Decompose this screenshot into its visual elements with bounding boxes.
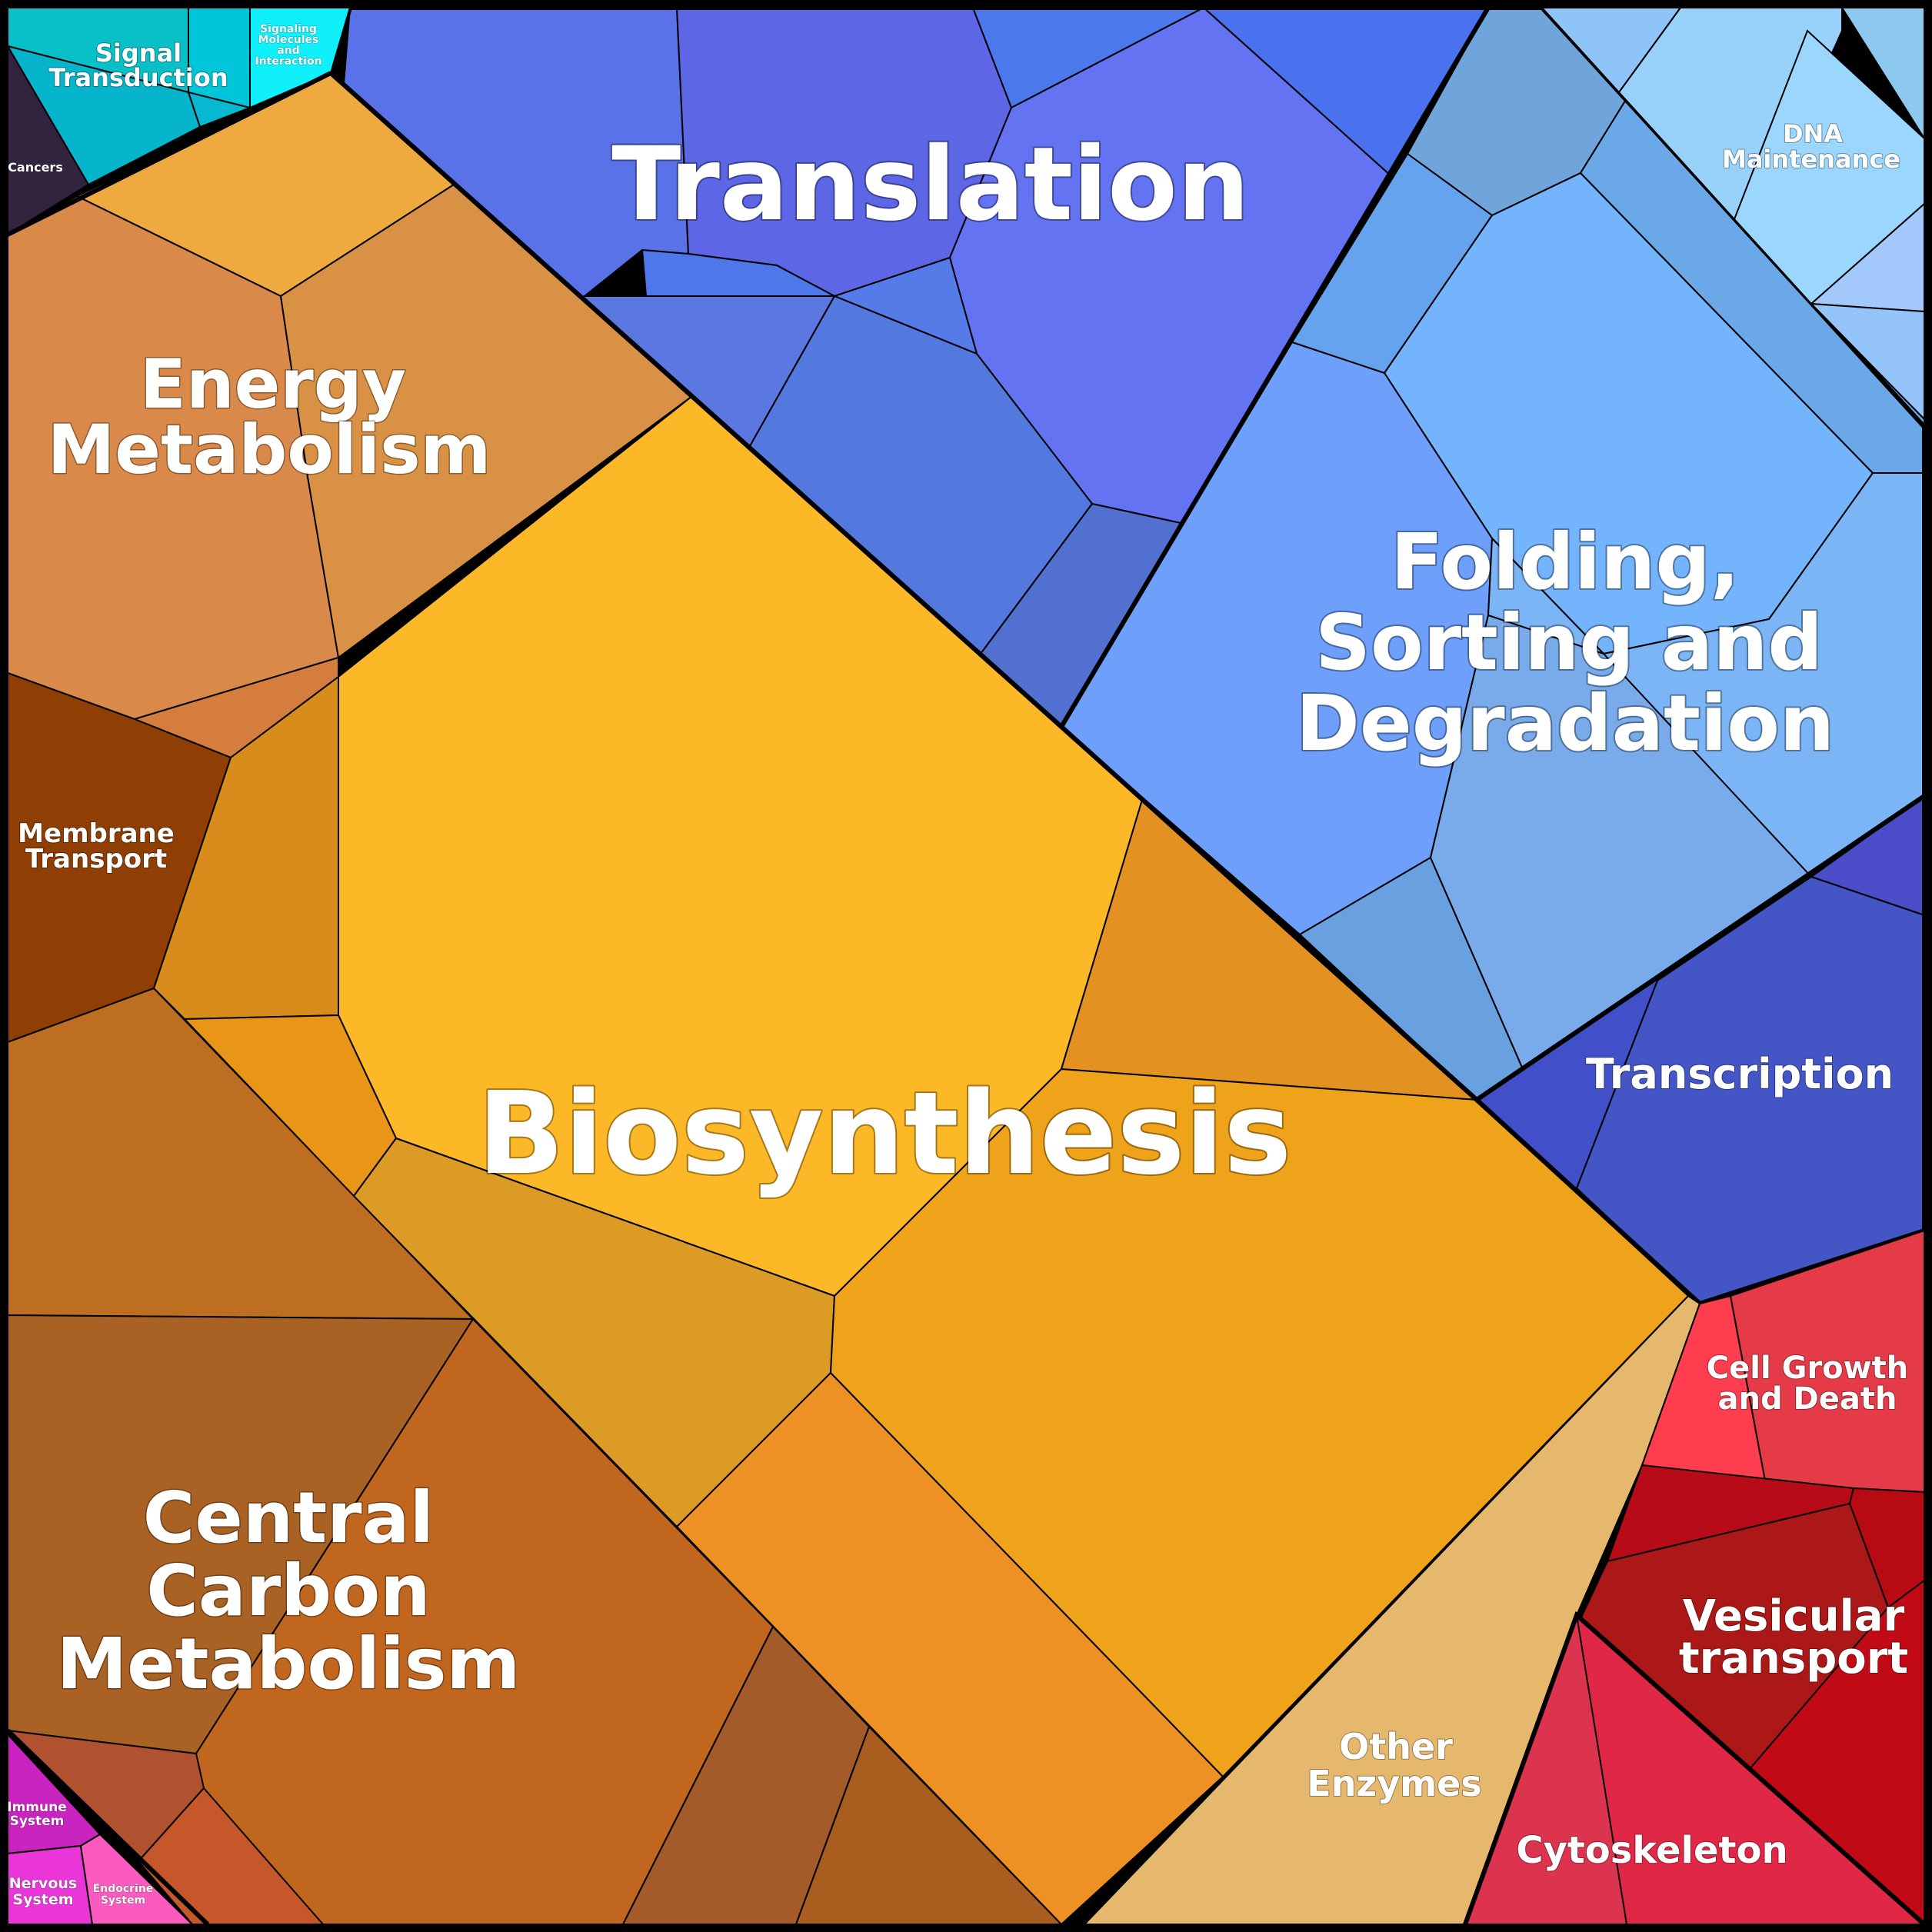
label-nervous-line2: System [12,1891,73,1908]
labels: Translation Biosynthesis Folding, Sortin… [7,23,1909,1909]
region-dna-maintenance[interactable] [1540,7,1925,421]
label-central-carbon-line2: Carbon [146,1550,431,1632]
cytoskeleton-outline [1463,1611,1926,1927]
label-vesicular-line1: Vesicular [1683,1591,1905,1641]
label-other-enzymes-line1: Other [1339,1726,1453,1767]
region-signal-transduction[interactable] [5,7,351,236]
label-signaling-molecules-line3: and [277,45,299,57]
label-other-enzymes-line2: Enzymes [1307,1763,1481,1804]
label-membrane-line1: Membrane [18,818,175,849]
label-cell-growth-line1: Cell Growth [1707,1351,1908,1386]
label-cancers: Cancers [8,160,63,175]
region-energy[interactable] [7,72,694,759]
cell [279,183,694,659]
label-cell-growth-line2: and Death [1718,1381,1897,1417]
label-translation: Translation [611,125,1250,244]
label-transcription: Transcription [1586,1050,1894,1098]
label-nervous-line1: Nervous [9,1875,77,1892]
label-biosynthesis: Biosynthesis [478,1068,1292,1200]
label-energy-line2: Metabolism [48,410,491,489]
label-immune-line1: Immune [7,1800,67,1815]
label-dna-line1: DNA [1783,119,1843,148]
region-vesicular[interactable] [1579,1464,1925,1927]
label-cytoskeleton: Cytoskeleton [1516,1829,1787,1872]
label-immune-line2: System [10,1814,65,1829]
label-folding-line1: Folding, [1391,517,1740,607]
label-energy-line1: Energy [140,345,406,424]
label-signaling-molecules-line1: Signaling [260,23,317,35]
label-membrane-line2: Transport [25,844,167,874]
region-cell-growth[interactable] [1641,1229,1925,1494]
label-signal-line1: Signal [95,38,182,68]
cell [187,91,253,128]
region-organismal[interactable] [7,1732,195,1925]
cell [675,1371,1224,1926]
region-central-carbon[interactable] [7,987,1064,1925]
label-endocrine-line1: Endocrine [93,1883,154,1895]
label-folding-line2: Sorting and [1315,598,1823,688]
label-endocrine-line2: System [101,1894,145,1907]
label-signal-line2: Transduction [48,63,228,92]
cell [641,248,835,297]
label-dna-line2: Maintenance [1722,145,1900,174]
region-folding[interactable] [1060,7,1925,1101]
label-folding-line3: Degradation [1296,678,1834,768]
divider-lower-left [5,1728,210,1927]
label-signaling-molecules-line2: Molecules [258,34,319,46]
label-central-carbon-line1: Central [143,1477,434,1559]
label-central-carbon-line3: Metabolism [57,1623,521,1705]
label-signaling-molecules-line4: Interaction [255,55,321,68]
divider-top-left [6,71,332,237]
label-vesicular-line2: transport [1679,1634,1908,1684]
